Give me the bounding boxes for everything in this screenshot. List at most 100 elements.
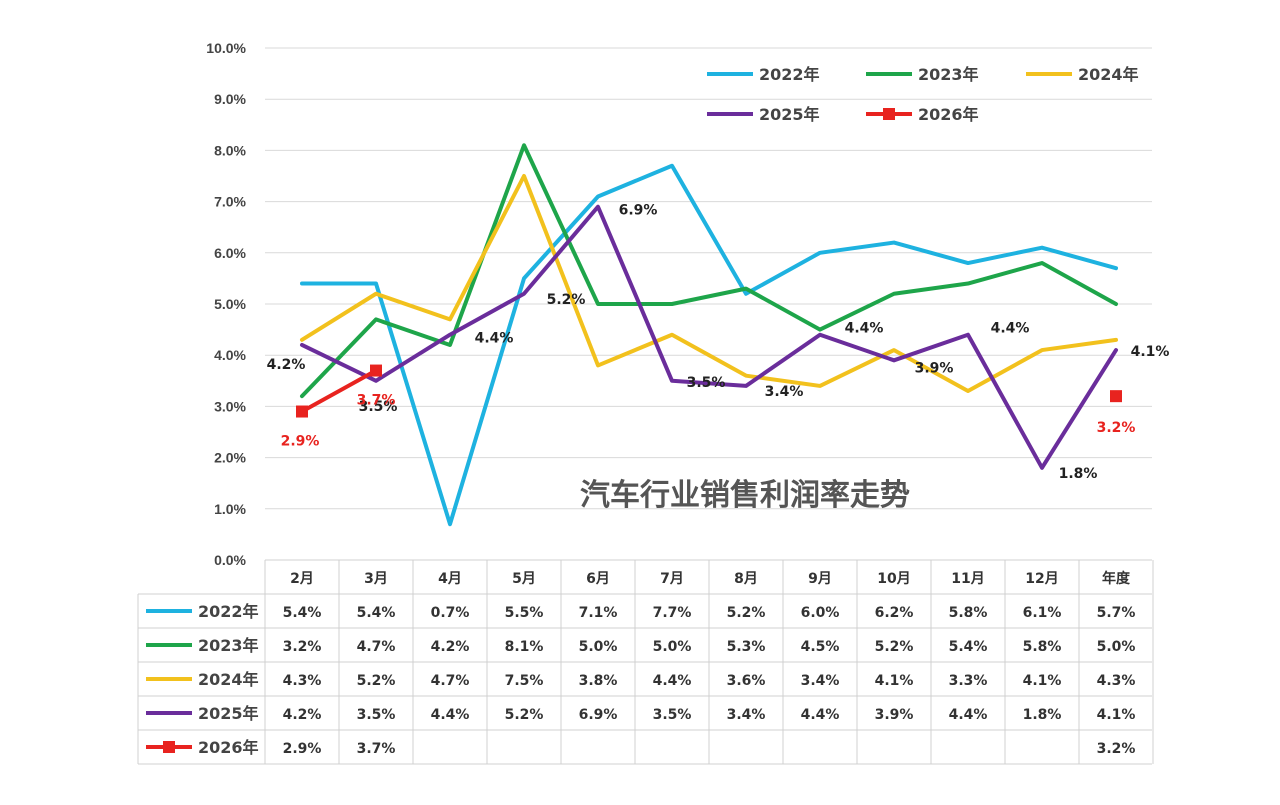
table-cell: 8.1% [505,639,544,655]
y-tick-label: 7.0% [214,194,246,210]
legend-label: 2025年 [759,105,820,124]
table-cell: 5.2% [357,673,396,689]
table-cell: 5.3% [727,639,766,655]
series-marker-2026 [370,364,382,377]
y-tick-label: 9.0% [214,91,246,107]
table-cell: 2.9% [283,741,322,757]
table-row-name: 2025年 [198,704,259,723]
table-cell: 5.4% [283,605,322,621]
table-cell: 4.4% [431,707,470,723]
series-line-2025年 [300,204,1118,470]
table-cell: 5.5% [505,605,544,621]
table-cell: 3.4% [727,707,766,723]
table-cell: 3.7% [357,741,396,757]
table-cell: 6.2% [875,605,914,621]
table-row-name: 2023年 [198,636,259,655]
table-cell: 4.2% [283,707,322,723]
series-line-2024年 [300,174,1118,394]
table-row-name: 2024年 [198,670,259,689]
table-cell: 5.8% [1023,639,1062,655]
data-labels: 4.2% 3.5% 4.4% 5.2% 6.9% 3.5% 3.4% 4.4% 3.9% 4.4%… [267,203,1170,482]
y-tick-label: 6.0% [214,245,246,261]
data-label: 2.9% [281,434,320,450]
table-cell: 6.9% [579,707,618,723]
data-label: 4.1% [1131,344,1170,360]
series-marker-2026 [296,405,308,418]
table-cell: 4.3% [1097,673,1136,689]
table-cell: 5.0% [1097,639,1136,655]
y-tick-label: 1.0% [214,501,246,517]
table-cell: 3.9% [875,707,914,723]
table-cell: 4.4% [801,707,840,723]
table-cell: 5.4% [357,605,396,621]
table-header-cell: 10月 [877,571,910,587]
table-cell: 5.0% [653,639,692,655]
table-cell: 3.6% [727,673,766,689]
table-cell: 5.2% [505,707,544,723]
table-cell: 6.1% [1023,605,1062,621]
data-label: 1.8% [1059,466,1098,482]
table-cell: 4.4% [949,707,988,723]
data-label: 3.2% [1097,420,1136,436]
data-label: 4.4% [845,321,884,337]
table-cell: 5.2% [727,605,766,621]
data-table: 2月 3月 4月 5月 6月 7月 8月 9月 10月 11月 12月 年度 2022年 5.4% 5.4%… [137,559,1154,765]
table-cell: 4.5% [801,639,840,655]
table-cell: 5.2% [875,639,914,655]
chart-title: 汽车行业销售利润率走势 [580,478,910,513]
table-header-cell: 6月 [586,571,610,587]
legend-label: 2026年 [918,105,979,124]
y-tick-label: 3.0% [214,398,246,414]
table-cell: 5.7% [1097,605,1136,621]
data-label: 3.5% [687,375,726,391]
legend-label: 2023年 [918,65,979,84]
table-cell: 7.5% [505,673,544,689]
legend-label: 2022年 [759,65,820,84]
series-marker-2026 [1110,390,1122,403]
y-tick-label: 8.0% [214,142,246,158]
table-header-cell: 4月 [438,571,462,587]
y-axis: 0.0% 1.0% 2.0% 3.0% 4.0% 5.0% 6.0% 7.0% 8.0% 9.0%… [206,40,246,568]
table-cell: 1.8% [1023,707,1062,723]
data-label: 6.9% [619,203,658,219]
series-line-2022年 [300,163,1118,527]
table-cell: 3.4% [801,673,840,689]
table-cell: 4.4% [653,673,692,689]
y-tick-label: 4.0% [214,347,246,363]
table-cell: 4.3% [283,673,322,689]
y-tick-label: 5.0% [214,296,246,312]
table-cell: 0.7% [431,605,470,621]
table-cell: 3.2% [1097,741,1136,757]
legend-label: 2024年 [1078,65,1139,84]
table-cell: 5.0% [579,639,618,655]
table-cell: 4.7% [357,639,396,655]
series-lines [296,143,1122,527]
table-cell: 7.7% [653,605,692,621]
table-cell: 3.5% [653,707,692,723]
y-tick-label: 10.0% [206,40,246,56]
table-header-cell: 2月 [290,571,314,587]
legend-marker [883,108,895,120]
series-line-2023年 [300,143,1118,399]
y-tick-label: 0.0% [214,552,246,568]
data-label: 4.2% [267,357,306,373]
table-row-name: 2022年 [198,602,259,621]
table-cell: 4.1% [875,673,914,689]
table-cell: 7.1% [579,605,618,621]
table-cell: 6.0% [801,605,840,621]
y-tick-label: 2.0% [214,450,246,466]
table-header-cell: 9月 [808,571,832,587]
table-cell: 3.2% [283,639,322,655]
table-header-cell: 11月 [951,571,984,587]
table-cell: 4.1% [1097,707,1136,723]
data-label: 3.9% [915,360,954,376]
table-header-cell: 8月 [734,571,758,587]
table-cell: 3.5% [357,707,396,723]
data-label: 3.4% [765,384,804,400]
table-header-cell: 3月 [364,571,388,587]
data-label: 4.4% [991,321,1030,337]
table-header-cell: 12月 [1025,571,1058,587]
data-label: 4.4% [475,331,514,347]
table-cell: 4.1% [1023,673,1062,689]
